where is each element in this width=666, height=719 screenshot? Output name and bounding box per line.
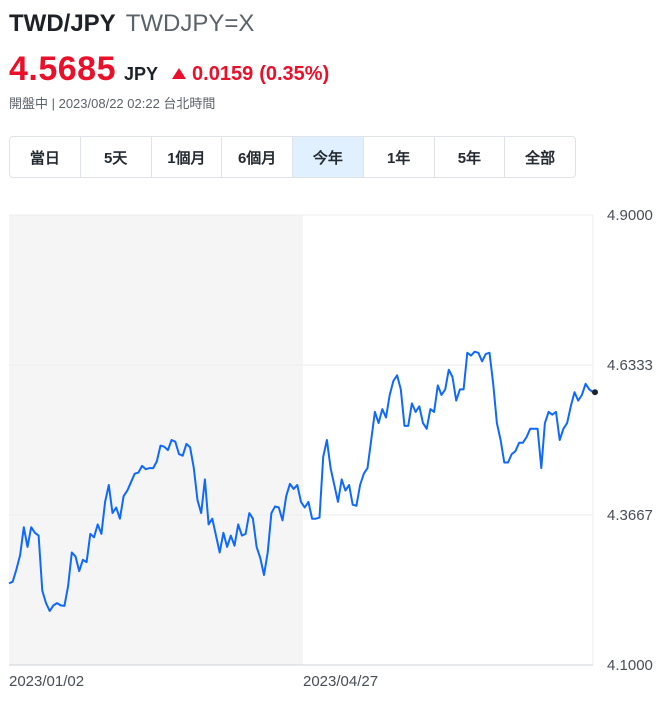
range-tabs: 當日 5天 1個月 6個月 今年 1年 5年 全部 — [9, 136, 576, 178]
price-row: 4.5685 JPY 0.0159 (0.35%) — [9, 50, 329, 89]
ticker-symbol: TWDJPY=X — [125, 10, 255, 37]
tab-5[interactable]: 1年 — [364, 137, 435, 177]
tab-4[interactable]: 今年 — [293, 137, 364, 177]
grid-lines — [9, 214, 594, 666]
price-line — [8, 350, 594, 612]
tab-1[interactable]: 5天 — [81, 137, 152, 177]
y-tick-label: 4.1000 — [607, 657, 653, 674]
y-tick-label: 4.3667 — [607, 507, 653, 524]
title-row: TWD/JPY TWDJPY=X — [9, 10, 254, 42]
tab-0[interactable]: 當日 — [10, 137, 81, 177]
market-status: 開盤中 | 2023/08/22 02:22 台北時間 — [9, 96, 216, 111]
currency-label: JPY — [124, 64, 159, 84]
tab-6[interactable]: 5年 — [435, 137, 506, 177]
change-percent: (0.35%) — [259, 63, 330, 85]
x-tick-label: 2023/04/27 — [303, 673, 378, 690]
shaded-period — [9, 215, 303, 665]
change-value: 0.0159 — [192, 63, 254, 85]
pair-name: TWD/JPY — [9, 10, 116, 37]
last-price-marker — [592, 389, 598, 396]
up-arrow-icon — [172, 68, 187, 79]
current-price: 4.5685 — [9, 50, 116, 88]
x-axis-labels: 2023/01/02 2023/04/27 — [9, 673, 378, 690]
tab-3[interactable]: 6個月 — [222, 137, 293, 177]
y-axis-labels: 4.9000 4.6333 4.3667 4.1000 — [607, 207, 653, 674]
y-tick-label: 4.9000 — [607, 207, 653, 224]
tab-7[interactable]: 全部 — [525, 149, 556, 167]
tab-2[interactable]: 1個月 — [152, 137, 223, 177]
y-tick-label: 4.6333 — [607, 357, 653, 374]
x-tick-label: 2023/01/02 — [9, 673, 84, 690]
price-change: 0.0159 (0.35%) — [172, 63, 329, 86]
